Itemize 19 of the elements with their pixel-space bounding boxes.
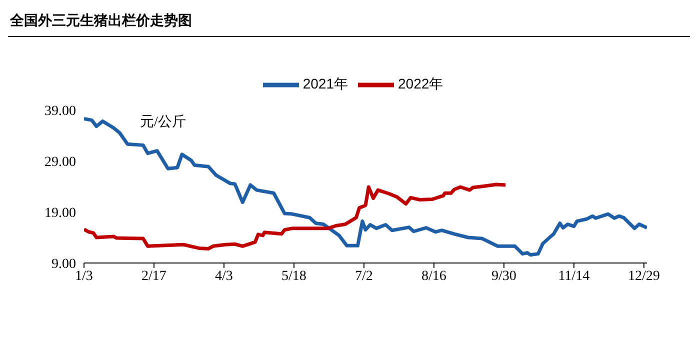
y-axis-title: 元/公斤 xyxy=(140,114,186,130)
x-tick-label: 2/17 xyxy=(142,268,166,284)
y-tick-label: 29.00 xyxy=(44,154,76,170)
y-tick-label: 19.00 xyxy=(44,206,76,221)
x-tick-label: 1/3 xyxy=(75,268,93,284)
chart-title: 全国外三元生猪出栏价走势图 xyxy=(8,8,690,37)
x-tick-label: 12/29 xyxy=(628,268,660,284)
x-tick-label: 4/3 xyxy=(215,268,233,284)
line-series xyxy=(84,116,647,257)
x-tick-label: 7/2 xyxy=(355,268,373,284)
x-tick-label: 9/30 xyxy=(491,268,516,284)
x-tick-label: 5/18 xyxy=(282,268,306,284)
x-tick-label: 11/14 xyxy=(558,268,590,284)
legend-label: 2021年 xyxy=(302,76,348,92)
y-tick-label: 9.00 xyxy=(52,256,76,272)
line-series xyxy=(84,182,508,250)
x-tick-label: 8/16 xyxy=(421,268,446,284)
y-tick-label: 39.00 xyxy=(44,104,76,119)
legend-label: 2022年 xyxy=(398,76,444,92)
